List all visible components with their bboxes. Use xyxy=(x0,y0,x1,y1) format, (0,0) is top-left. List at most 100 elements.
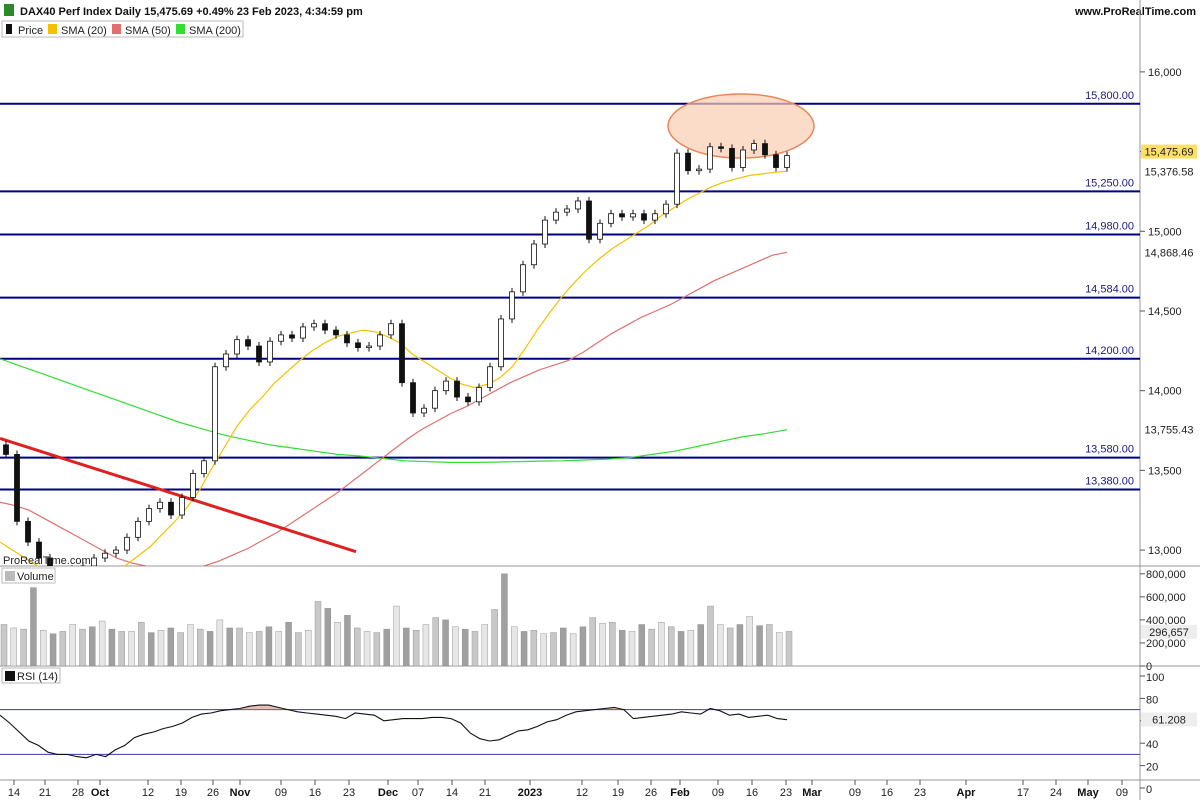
volume-bar xyxy=(108,628,116,667)
legend-sma50: SMA (50) xyxy=(125,25,171,37)
price-tick-label: 14,000 xyxy=(1148,386,1182,398)
candle-body xyxy=(190,473,196,498)
volume-bar xyxy=(579,626,587,667)
volume-bar xyxy=(461,628,469,667)
volume-bar xyxy=(638,624,646,667)
level-label: 13,580.00 xyxy=(1085,444,1134,456)
sma200-badge-bg xyxy=(1141,422,1197,437)
candle-body xyxy=(630,213,636,218)
volume-bar xyxy=(10,627,18,667)
volume-bar xyxy=(569,633,577,667)
candle-body xyxy=(146,508,152,522)
volume-bar xyxy=(246,632,253,667)
candle-body xyxy=(531,243,537,266)
candle-body xyxy=(487,366,493,388)
volume-bar xyxy=(403,627,410,667)
x-tick-label: 23 xyxy=(914,787,926,799)
volume-bar xyxy=(609,621,616,667)
x-tick-label: 19 xyxy=(612,787,624,799)
candle-body xyxy=(729,147,735,168)
watermark: ProRealTime.com xyxy=(3,555,91,567)
volume-tick-label: 0 xyxy=(1146,661,1152,673)
volume-bar xyxy=(746,616,753,667)
volume-bar xyxy=(383,628,390,667)
volume-bar xyxy=(128,631,135,667)
x-tick-label: 12 xyxy=(142,787,154,799)
price-tick-label: 13,000 xyxy=(1148,545,1182,557)
volume-bar xyxy=(491,609,498,667)
volume-bar xyxy=(138,621,145,667)
x-tick-label: 09 xyxy=(275,787,287,799)
volume-last-bg xyxy=(1141,624,1197,639)
candle-body xyxy=(311,323,317,328)
last-price-badge: 15,475.69 xyxy=(1145,147,1194,159)
volume-bar xyxy=(285,621,292,667)
candle-body xyxy=(289,334,295,339)
volume-bar xyxy=(79,628,86,667)
sma200-line xyxy=(0,358,788,463)
volume-bar xyxy=(707,605,714,667)
volume-bar xyxy=(668,626,675,667)
candle-body xyxy=(564,208,570,213)
rsi-tick-label: 20 xyxy=(1146,762,1158,774)
candle-body xyxy=(421,407,427,414)
price-tick-label: 13,500 xyxy=(1148,465,1182,477)
volume-bar xyxy=(785,631,793,667)
volume-tick-label: 400,000 xyxy=(1146,615,1186,627)
candle-body xyxy=(388,323,394,336)
candle-body xyxy=(553,211,559,221)
volume-bar xyxy=(520,631,528,667)
volume-tick-label: 200,000 xyxy=(1146,638,1186,650)
x-tick-label: Mar xyxy=(802,787,822,799)
candle-body xyxy=(751,143,757,151)
volume-bar xyxy=(697,624,704,667)
candle-body xyxy=(498,318,504,368)
x-tick-label: 17 xyxy=(1017,787,1029,799)
x-tick-label: May xyxy=(1077,787,1099,799)
volume-last-value: 296,657 xyxy=(1149,627,1189,639)
candle-body xyxy=(355,342,361,349)
volume-tick-label: 600,000 xyxy=(1146,592,1186,604)
price-legend: Price SMA (20) SMA (50) SMA (200) xyxy=(1,20,244,38)
volume-bar xyxy=(589,617,596,667)
x-tick-label: Apr xyxy=(957,787,977,799)
price-tick-label: 14,500 xyxy=(1148,306,1182,318)
candle-body xyxy=(652,213,658,221)
volume-bar xyxy=(118,631,125,667)
volume-bar xyxy=(677,631,685,667)
volume-bar xyxy=(40,630,47,667)
candle-body xyxy=(124,536,130,551)
rsi-line xyxy=(0,704,788,759)
volume-bar xyxy=(236,627,243,667)
header-icon xyxy=(4,4,14,16)
level-label: 15,800.00 xyxy=(1085,90,1134,102)
volume-bar xyxy=(717,624,724,667)
volume-bar xyxy=(216,619,224,667)
volume-bar xyxy=(511,626,518,667)
x-tick-label: 16 xyxy=(309,787,321,799)
site-label: www.ProRealTime.com xyxy=(1074,6,1196,18)
candle-body xyxy=(36,541,42,559)
x-tick-label: 26 xyxy=(645,787,657,799)
volume-bar xyxy=(628,631,636,667)
candle-body xyxy=(212,366,218,462)
x-tick-label: 14 xyxy=(446,787,458,799)
candle-body xyxy=(322,323,328,331)
candle-body xyxy=(113,549,119,554)
volume-bar xyxy=(540,633,547,667)
highlight-ellipse xyxy=(667,93,815,159)
rsi-tick-label: 100 xyxy=(1146,672,1164,684)
x-tick-label: 21 xyxy=(479,787,491,799)
volume-bar xyxy=(442,619,449,667)
volume-bar xyxy=(471,631,479,667)
x-tick-label: 12 xyxy=(576,787,588,799)
volume-tick-label: 800,000 xyxy=(1146,569,1186,581)
volume-panel xyxy=(0,573,793,667)
rsi-legend: RSI (14) xyxy=(1,667,61,684)
candle-body xyxy=(201,460,207,474)
volume-bar xyxy=(618,630,626,667)
candle-body xyxy=(410,382,416,414)
candle-body xyxy=(542,219,548,245)
volume-bar xyxy=(226,627,233,667)
candle-body xyxy=(25,520,31,543)
